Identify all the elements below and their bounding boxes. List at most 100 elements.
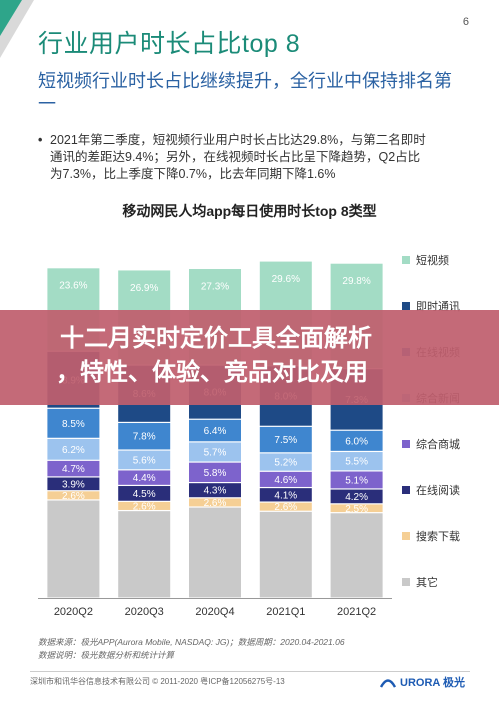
bar-data-label: 4.4% [133,473,156,484]
bar-segment [259,488,312,502]
bar-segment [118,470,171,485]
legend-label: 在线阅读 [416,485,460,497]
legend-label: 搜索下载 [416,531,460,543]
legend-label: 综合商城 [416,439,460,451]
legend-item: 其它 [402,574,438,590]
bar-segment [47,491,100,500]
legend-swatch [402,302,410,310]
body-line: 2021年第二季度，短视频行业用户时长占比达29.8%，与第二名即时 [50,133,426,147]
footer-copyright: 深圳市和讯华谷信息技术有限公司 © 2011-2020 粤ICP备1205627… [30,677,285,686]
bar-segment [259,502,312,511]
bar-data-label: 4.7% [62,464,85,475]
legend-swatch [402,578,410,586]
x-tick-label: 2020Q4 [195,606,234,618]
bar-data-label: 4.2% [345,492,368,503]
legend-item: 综合商城 [402,436,460,452]
bullet-icon: • [38,133,43,147]
overlay-banner[interactable]: 十二月实时定价工具全面解析 ，特性、体验、竞品对比及用 [0,310,499,405]
legend-item: 搜索下载 [402,528,460,544]
bar-segment [259,471,312,487]
bar-segment [118,501,171,510]
bar-data-label: 23.6% [59,281,87,292]
bar-data-label: 27.3% [201,281,229,292]
legend-label: 其它 [416,577,438,589]
bar-segment [330,452,383,471]
legend-item: 在线阅读 [402,482,460,498]
bar-data-label: 7.5% [274,435,297,446]
bar-data-label: 4.1% [274,490,297,501]
chart-title: 移动网民人均app每日使用时长top 8类型 [122,203,377,219]
aurora-logo-icon [380,679,397,688]
bar-segment [330,513,383,598]
legend-item: 短视频 [402,252,449,268]
aurora-logo: URORA 极光 [380,674,465,690]
legend-swatch [402,256,410,264]
bar-segment [189,462,241,482]
bar-segment [330,504,383,513]
bar-segment [330,489,383,504]
bar-data-label: 2.6% [133,501,156,512]
page-title: 行业用户时长占比top 8 [38,30,301,58]
bar-data-label: 4.5% [133,489,156,500]
bar-segment [47,438,100,460]
bar-segment [47,460,100,477]
bar-segment [189,507,241,598]
bar-data-label: 2.6% [274,502,297,513]
bar-segment [189,483,241,498]
bar-data-label: 6.4% [204,426,227,437]
bar-data-label: 6.0% [345,436,368,447]
x-tick-label: 2020Q2 [54,606,93,618]
bar-data-label: 2.6% [62,491,85,502]
bar-segment [330,471,383,489]
bar-segment [118,450,171,470]
bar-data-label: 5.8% [204,468,227,479]
legend-swatch [402,532,410,540]
data-source-note: 数据来源：极光APP(Aurora Mobile, NASDAQ: JG)；数据… [38,636,345,662]
bar-data-label: 7.8% [133,432,156,443]
bar-data-label: 2.6% [204,498,227,509]
body-line: 通讯的差距达9.4%；另外，在线视频时长占比呈下降趋势，Q2占比 [50,150,421,164]
corner-decoration [0,0,34,58]
bar-data-label: 8.5% [62,419,85,430]
x-tick-label: 2020Q3 [125,606,164,618]
bar-data-label: 5.1% [345,475,368,486]
legend-label: 短视频 [416,255,449,267]
bar-segment [189,419,241,442]
bar-segment [118,423,171,450]
legend-swatch [402,440,410,448]
bar-data-label: 3.9% [62,479,85,490]
bar-segment [189,498,241,507]
bar-segment [259,511,312,598]
page-subtitle: 短视频行业时长占比继续提升，全行业中保持排名第一 [38,71,452,114]
body-line: 为7.3%，比上季度下降0.7%，比去年同期下降1.6% [50,167,336,181]
bar-data-label: 4.6% [274,475,297,486]
bar-data-label: 5.5% [345,457,368,468]
bar-segment [47,408,100,438]
bar-data-label: 29.8% [342,276,370,287]
bar-data-label: 26.9% [130,283,158,294]
footer-divider [30,671,470,672]
bar-segment [189,442,241,462]
bar-data-label: 2.5% [345,504,368,515]
source-line: 数据说明：极光数据分析和统计计算 [38,650,175,660]
logo-text: URORA 极光 [400,677,465,689]
banner-line-1: 十二月实时定价工具全面解析 [60,325,372,352]
x-tick-label: 2021Q1 [266,606,305,618]
x-tick-label: 2021Q2 [337,606,376,618]
page-number: 6 [462,16,469,28]
bar-segment [118,511,171,598]
legend-swatch [402,486,410,494]
bar-segment [330,430,383,451]
bar-data-label: 5.6% [133,455,156,466]
bar-segment [259,426,312,453]
bar-segment [259,453,312,471]
bar-data-label: 4.3% [204,486,227,497]
banner-line-2: ，特性、体验、竞品对比及用 [56,359,368,386]
bar-data-label: 5.7% [204,447,227,458]
bar-data-label: 6.2% [62,445,85,456]
bar-segment [47,500,100,598]
bar-data-label: 29.6% [272,274,300,285]
bar-segment [118,486,171,501]
body-paragraph: • 2021年第二季度，短视频行业用户时长占比达29.8%，与第二名即时 通讯的差… [38,132,426,183]
source-line: 数据来源：极光APP(Aurora Mobile, NASDAQ: JG)；数据… [38,637,345,647]
